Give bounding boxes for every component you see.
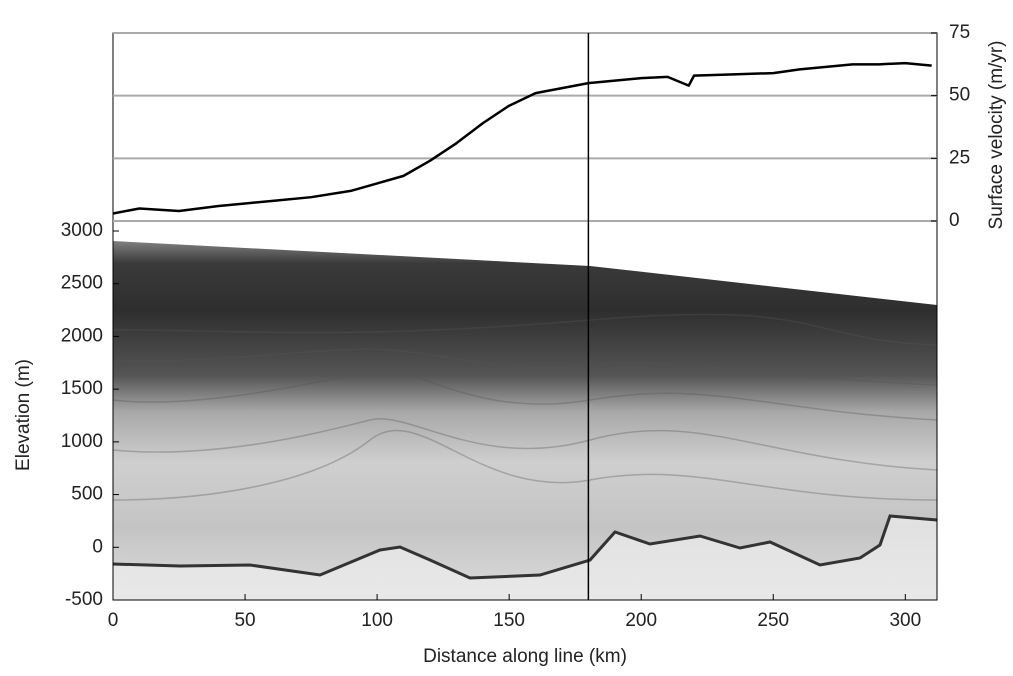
y2-tick-label: 50 [949,85,970,106]
x-tick-label: 300 [889,610,921,631]
velocity-line [112,61,932,215]
y-axis-label: Elevation (m) [13,359,34,471]
y2-axis-label: Surface velocity (m/yr) [986,41,1007,230]
y-tick-label: 500 [71,484,103,505]
y-tick-label: 2000 [61,325,103,346]
y2-tick-label: 75 [949,22,970,43]
y-tick-label: 1500 [61,378,103,399]
x-tick-label: 100 [361,610,393,631]
y-tick-label: 1000 [61,431,103,452]
x-tick-label: 200 [625,610,657,631]
x-tick-label: 50 [234,610,255,631]
y-tick-label: 3000 [61,220,103,241]
echogram [112,241,938,600]
x-tick-label: 250 [757,610,789,631]
y-tick-label: 2500 [61,273,103,294]
y2-tick-label: 0 [949,210,960,231]
x-tick-label: 150 [493,610,525,631]
y2-tick-label: 25 [949,147,970,168]
y-tick-label: -500 [65,589,103,610]
y-tick-label: 0 [92,536,103,557]
x-tick-label: 0 [108,610,119,631]
x-axis-label: Distance along line (km) [423,646,627,667]
